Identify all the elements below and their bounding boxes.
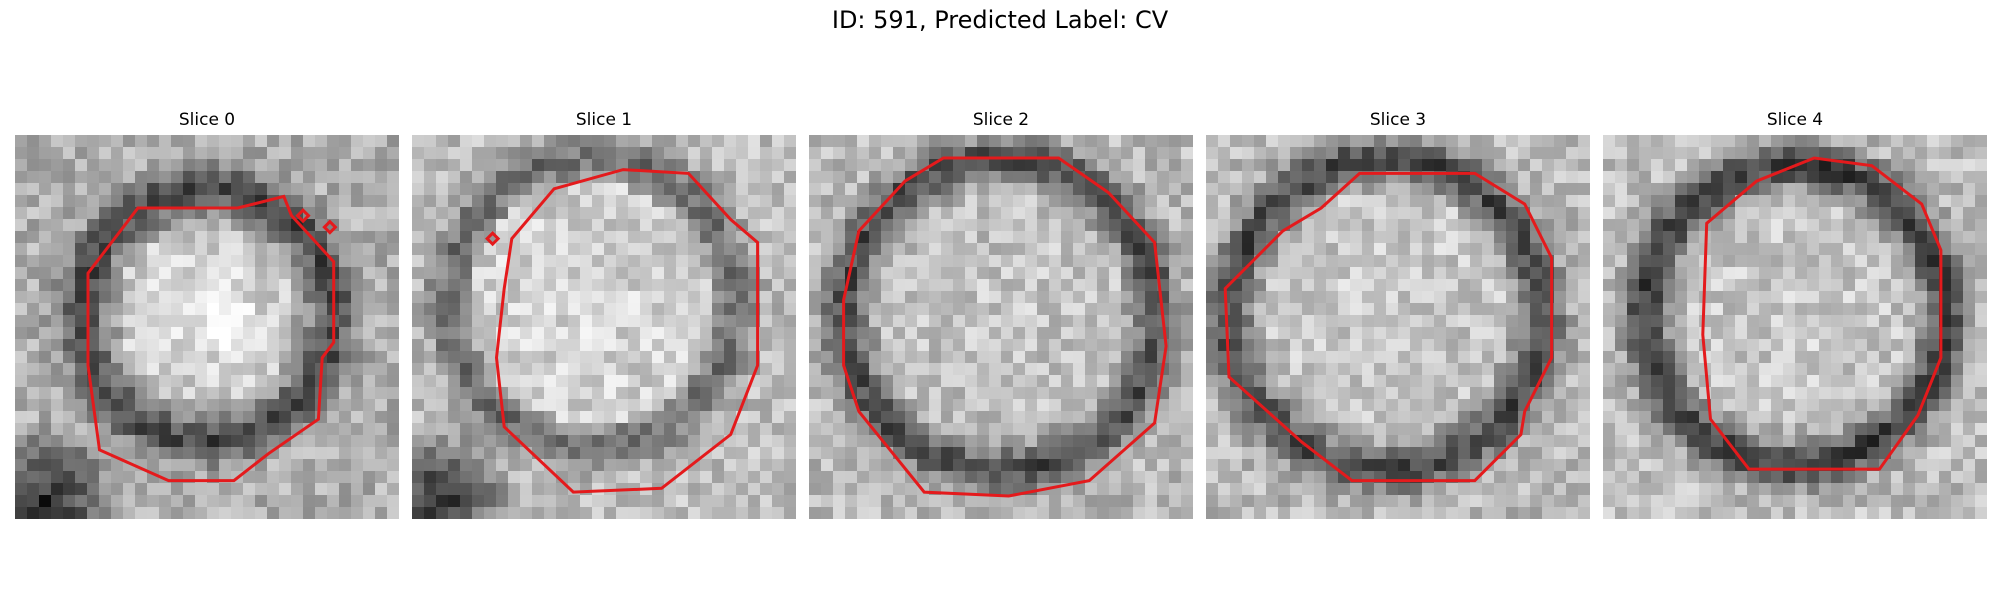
slice-panel-1: Slice 1 [412, 108, 796, 519]
figure-title: ID: 591, Predicted Label: CV [831, 6, 1169, 34]
slice-title-1: Slice 1 [575, 110, 633, 130]
segmentation-contour [842, 156, 1168, 498]
segmentation-contour-fragment [322, 219, 338, 235]
slice-panel-2: Slice 2 [809, 108, 1193, 519]
slice-title-2: Slice 2 [972, 110, 1030, 130]
slice-image-4 [1603, 135, 1987, 519]
slice-image-0 [15, 135, 399, 519]
slice-panel-0: Slice 0 [15, 108, 399, 519]
slice-panel-4: Slice 4 [1603, 108, 1987, 519]
segmentation-contour [1223, 171, 1554, 483]
segmentation-contour [86, 194, 336, 483]
segmentation-contour [494, 168, 760, 494]
slice-title-4: Slice 4 [1766, 110, 1824, 130]
slice-image-1 [412, 135, 796, 519]
slice-image-3 [1206, 135, 1590, 519]
slice-title-3: Slice 3 [1369, 110, 1427, 130]
slice-panel-3: Slice 3 [1206, 108, 1590, 519]
slice-title-0: Slice 0 [178, 110, 236, 130]
segmentation-contour-fragment [485, 231, 501, 247]
segmentation-contour-fragment [295, 208, 311, 224]
segmentation-contour [1701, 156, 1943, 471]
slice-image-2 [809, 135, 1193, 519]
